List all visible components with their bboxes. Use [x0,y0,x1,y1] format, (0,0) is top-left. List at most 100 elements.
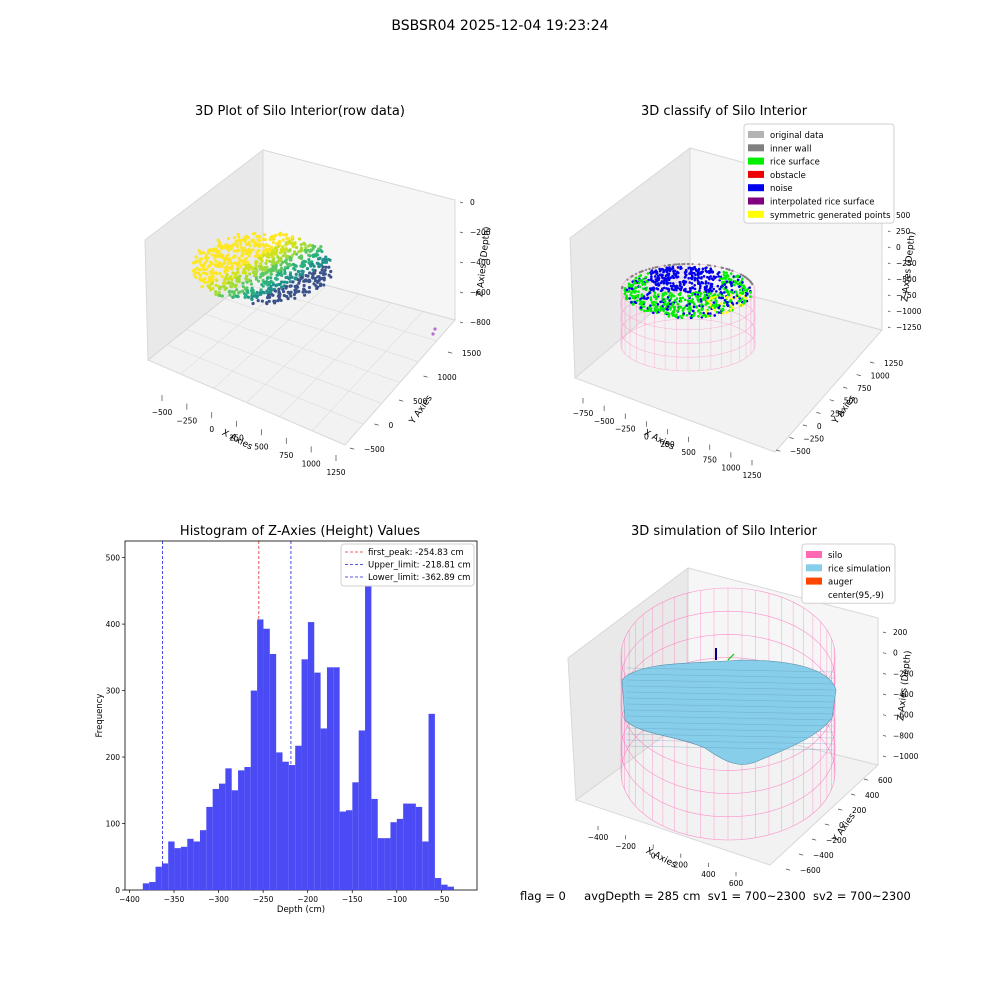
y1-tick-label: 1500 [462,349,481,358]
data-point [687,262,690,266]
x2-tick-label: 250 [660,440,675,449]
data-point [736,282,740,286]
data-point [631,303,635,306]
data-point [645,280,649,284]
data-point [298,272,302,276]
data-point [236,232,240,237]
legend-label: auger [828,578,853,588]
data-point [660,267,664,271]
data-point [308,243,312,247]
data-point [649,307,653,310]
data-point [690,300,694,303]
data-point [243,258,247,263]
histogram-bar [149,882,156,890]
data-point [235,277,239,281]
data-point [217,240,222,245]
data-point [668,294,671,297]
data-point [643,283,647,286]
y1-tick [374,423,379,426]
data-point [676,286,680,290]
data-point [241,289,245,293]
z2-tick-label: 500 [896,211,911,220]
x1-tick-label: 1250 [326,468,345,477]
data-point [303,242,307,247]
data-point [668,291,672,295]
data-point [252,243,257,248]
data-point [680,267,683,270]
data-point [271,269,275,273]
data-point [284,254,288,258]
histogram-bar [206,806,213,890]
data-point [299,243,303,247]
data-point [654,305,657,309]
data-point [669,281,672,285]
data-point [307,253,311,257]
surface-mesh [625,715,835,721]
data-point [676,266,680,269]
data-point [308,271,312,275]
legend-swatch [806,577,822,585]
data-point [194,275,198,280]
data-point [647,306,651,309]
z1-tick [459,201,464,204]
histogram-bar [307,622,315,890]
y1-tick-label: 0 [389,421,394,430]
data-point [712,275,716,278]
histogram-bar [346,810,353,890]
data-point [239,242,243,246]
data-point [668,266,671,269]
data-point [284,233,289,237]
data-point [625,288,629,292]
data-point [242,291,247,296]
histogram-bar [409,803,416,890]
data-point [201,279,205,283]
data-point [230,267,234,271]
data-point [734,290,738,294]
data-point [251,301,255,306]
data-point [263,249,268,253]
data-point [710,296,713,300]
z4-tick-label: −600 [893,711,914,720]
data-point [718,271,721,274]
data-point [282,293,286,298]
data-point [265,300,269,305]
data-point [273,233,278,238]
y2-tick [816,411,821,414]
data-point [304,246,308,250]
data-point [730,301,734,305]
data-point [304,290,308,294]
data-point [691,286,694,290]
data-point [676,270,679,274]
data-point [725,290,729,293]
data-point [237,291,241,295]
surface-mesh [625,709,835,715]
z1-tick [459,231,464,234]
data-point [728,278,732,282]
data-point [281,260,285,264]
surface-mesh [625,691,835,697]
data-point [265,276,270,280]
legend-label: Upper_limit: -218.81 cm [368,561,471,571]
z2-tick [887,326,891,329]
y2-tick [789,437,794,439]
data-point [663,264,666,267]
data-point [242,246,247,250]
data-point [277,287,281,291]
data-point [207,275,211,280]
data-point [713,306,717,309]
legend-label: center(95,-9) [828,591,884,601]
data-point [272,237,276,241]
data-point [668,299,671,302]
surface-mesh [625,703,835,709]
data-point [743,275,746,278]
surface-mesh [625,721,835,727]
z4-tick [882,755,887,758]
data-point [726,273,729,277]
data-point [197,268,201,272]
data-point [218,271,222,276]
data-point [289,290,293,294]
data-point [284,258,288,262]
data-point [248,279,253,283]
data-point [321,265,325,269]
data-point [656,287,660,291]
